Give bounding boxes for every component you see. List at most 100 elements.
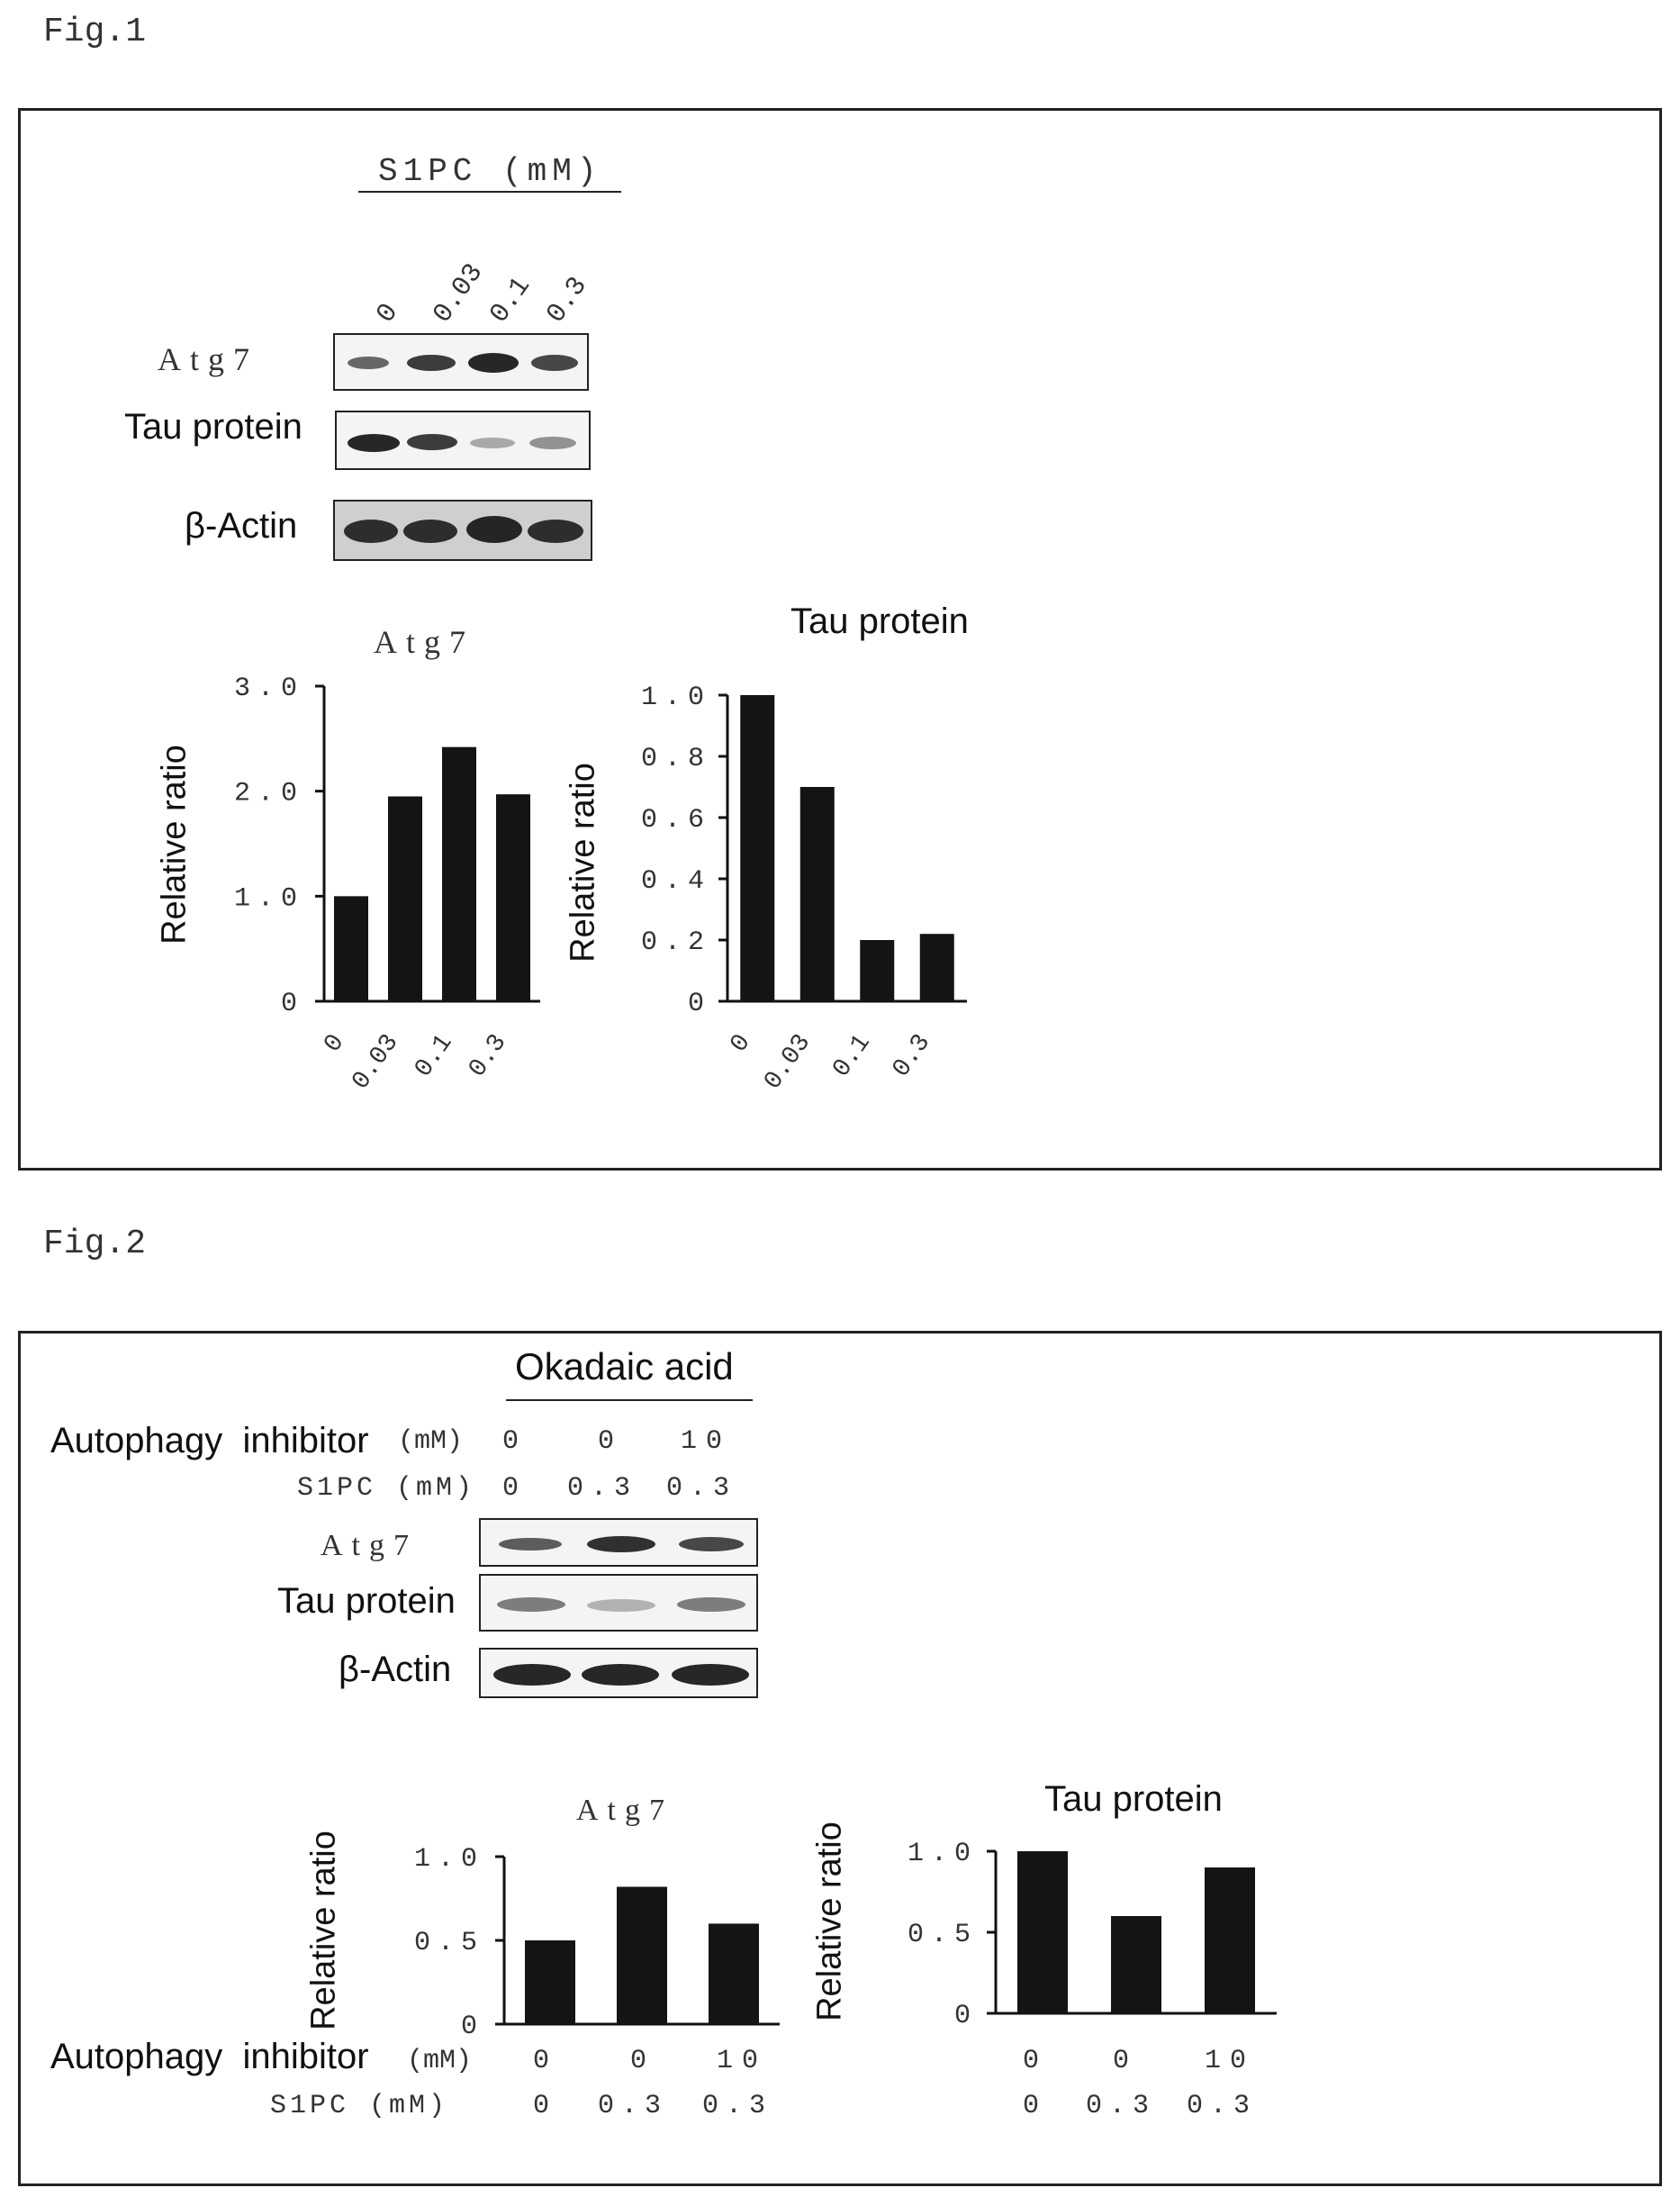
bar <box>525 1940 575 2024</box>
blot-band <box>493 1664 571 1686</box>
x-label-inhibitor: Autophagy inhibitor <box>50 2037 369 2076</box>
bar <box>799 787 835 1001</box>
s1pc-header: S1PC (mM) <box>378 153 602 190</box>
blot-band <box>403 520 457 543</box>
y-tick-label: 3.0 <box>234 674 304 704</box>
y-tick-label: 0.4 <box>641 866 711 897</box>
actin-blot <box>333 500 592 561</box>
blot-band <box>529 437 576 449</box>
s1pc-value: 0 <box>502 1473 519 1504</box>
blot-band <box>466 516 522 543</box>
y-axis-label: Relative ratio <box>155 745 194 945</box>
x-inhibitor-value: 10 <box>1205 2046 1256 2076</box>
y-axis-label: Relative ratio <box>810 1822 849 2021</box>
bar <box>442 746 476 1001</box>
blot-row-label-actin: β-Actin <box>185 506 298 546</box>
bar <box>919 934 954 1001</box>
y-tick-label: 0.8 <box>641 744 711 774</box>
bar <box>860 940 895 1001</box>
blot-band <box>677 1597 745 1612</box>
x-s1pc-value: 0.3 <box>598 2091 669 2121</box>
blot-row-label-tau: Tau protein <box>277 1581 456 1621</box>
x-inhibitor-value: 0 <box>533 2046 550 2076</box>
bar <box>709 1923 759 2024</box>
blot-band <box>348 434 400 452</box>
chart-title: Tau protein <box>790 601 969 641</box>
x-s1pc-value: 0 <box>1023 2091 1040 2121</box>
blot-row-label-tau: Tau protein <box>124 407 303 447</box>
s1pc-header-underline <box>358 191 621 193</box>
okadaic-header-underline <box>506 1399 753 1401</box>
bar <box>740 695 775 1001</box>
blot-band <box>672 1664 749 1686</box>
x-label-unit: (mM) <box>407 2046 473 2076</box>
y-tick-label: 1.0 <box>414 1844 484 1875</box>
blot-band <box>348 357 389 369</box>
x-s1pc-value: 0.3 <box>702 2091 773 2121</box>
x-s1pc-value: 0.3 <box>1187 2091 1258 2121</box>
y-tick-label: 0 <box>954 2001 978 2031</box>
blot-band <box>407 355 456 371</box>
bar <box>334 896 368 1001</box>
x-s1pc-value: 0.3 <box>1086 2091 1157 2121</box>
chart-title: Atg7 <box>374 624 474 660</box>
tau-blot <box>479 1574 758 1632</box>
y-axis-label: Relative ratio <box>564 763 602 963</box>
y-tick-label: 0.2 <box>641 927 711 958</box>
y-tick-label: 1.0 <box>234 883 304 914</box>
s1pc-value: 0.3 <box>567 1473 638 1504</box>
y-tick-label: 0 <box>281 989 304 1019</box>
blot-band <box>528 520 583 543</box>
x-s1pc-value: 0 <box>533 2091 550 2121</box>
figure-2-panel <box>18 1331 1662 2186</box>
y-tick-label: 2.0 <box>234 779 304 809</box>
inhibitor-value: 10 <box>681 1426 732 1457</box>
x-label-s1pc: S1PC (mM) <box>270 2091 449 2121</box>
blot-band <box>470 438 515 448</box>
bar <box>496 794 530 1001</box>
blot-band <box>679 1537 744 1551</box>
y-tick-label: 0 <box>461 2012 484 2042</box>
atg7-blot <box>333 333 589 391</box>
y-axis-label: Relative ratio <box>304 1831 343 2030</box>
blot-band <box>468 353 519 373</box>
condition-label-unit: (mM) <box>398 1426 464 1457</box>
bar <box>388 796 422 1001</box>
atg7-bar-chart-fig2: 0 0.5 1.0 <box>414 1844 780 2042</box>
blot-band <box>582 1664 659 1686</box>
tau-blot <box>335 411 591 470</box>
bar <box>1205 1867 1255 2013</box>
blot-band <box>407 434 457 450</box>
x-inhibitor-value: 10 <box>717 2046 768 2076</box>
chart-title: Tau protein <box>1044 1779 1223 1819</box>
y-tick-label: 0.5 <box>414 1928 484 1958</box>
y-tick-label: 0.5 <box>908 1920 978 1950</box>
condition-label-inhibitor: Autophagy inhibitor <box>50 1421 369 1460</box>
actin-blot <box>479 1648 758 1698</box>
blot-band <box>344 520 398 543</box>
x-inhibitor-value: 0 <box>630 2046 647 2076</box>
blot-row-label-atg7: Atg7 <box>321 1529 418 1562</box>
bar <box>1111 1916 1161 2013</box>
figure-1-label: Fig.1 <box>43 13 147 51</box>
atg7-blot <box>479 1518 758 1567</box>
figure-2-label: Fig.2 <box>43 1225 147 1263</box>
blot-band <box>587 1536 655 1552</box>
okadaic-acid-header: Okadaic acid <box>515 1345 734 1388</box>
blot-band <box>531 355 578 371</box>
condition-label-s1pc: S1PC (mM) <box>297 1473 476 1504</box>
x-inhibitor-value: 0 <box>1023 2046 1040 2076</box>
bar <box>1017 1851 1068 2013</box>
blot-band <box>497 1597 565 1612</box>
y-tick-label: 0.6 <box>641 805 711 836</box>
blot-band <box>587 1599 655 1612</box>
y-tick-label: 1.0 <box>641 683 711 713</box>
y-tick-label: 0 <box>688 989 711 1019</box>
chart-title: Atg7 <box>576 1794 673 1827</box>
inhibitor-value: 0 <box>502 1426 519 1457</box>
blot-row-label-atg7: Atg7 <box>158 341 258 377</box>
y-tick-label: 1.0 <box>908 1839 978 1869</box>
s1pc-value: 0.3 <box>666 1473 737 1504</box>
blot-band <box>499 1538 562 1551</box>
tau-bar-chart-fig2: 0 0.5 1.0 <box>908 1839 1277 2031</box>
